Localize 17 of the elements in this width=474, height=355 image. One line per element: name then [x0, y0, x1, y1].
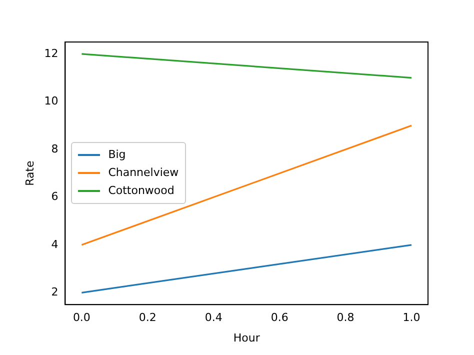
x-tick-label: 0.2	[138, 311, 156, 324]
legend-label: Cottonwood	[108, 183, 174, 200]
x-tick-label: 0.6	[270, 311, 288, 324]
x-tick-label: 1.0	[402, 311, 420, 324]
x-tick-label: 0.0	[72, 311, 90, 324]
y-tick-label: 12	[44, 46, 58, 60]
y-tick-label: 2	[51, 286, 58, 299]
legend-label: Big	[108, 147, 126, 164]
y-axis-title: Rate	[23, 160, 36, 186]
y-tick-label: 10	[44, 94, 58, 108]
x-tick-label: 0.8	[336, 311, 354, 324]
y-tick-label: 4	[51, 238, 58, 251]
y-tick-label: 6	[51, 190, 58, 204]
x-axis-title: Hour	[233, 331, 260, 344]
legend-label: Channelview	[108, 165, 179, 182]
y-tick-label: 8	[51, 142, 58, 156]
x-tick-label: 0.4	[204, 311, 222, 324]
